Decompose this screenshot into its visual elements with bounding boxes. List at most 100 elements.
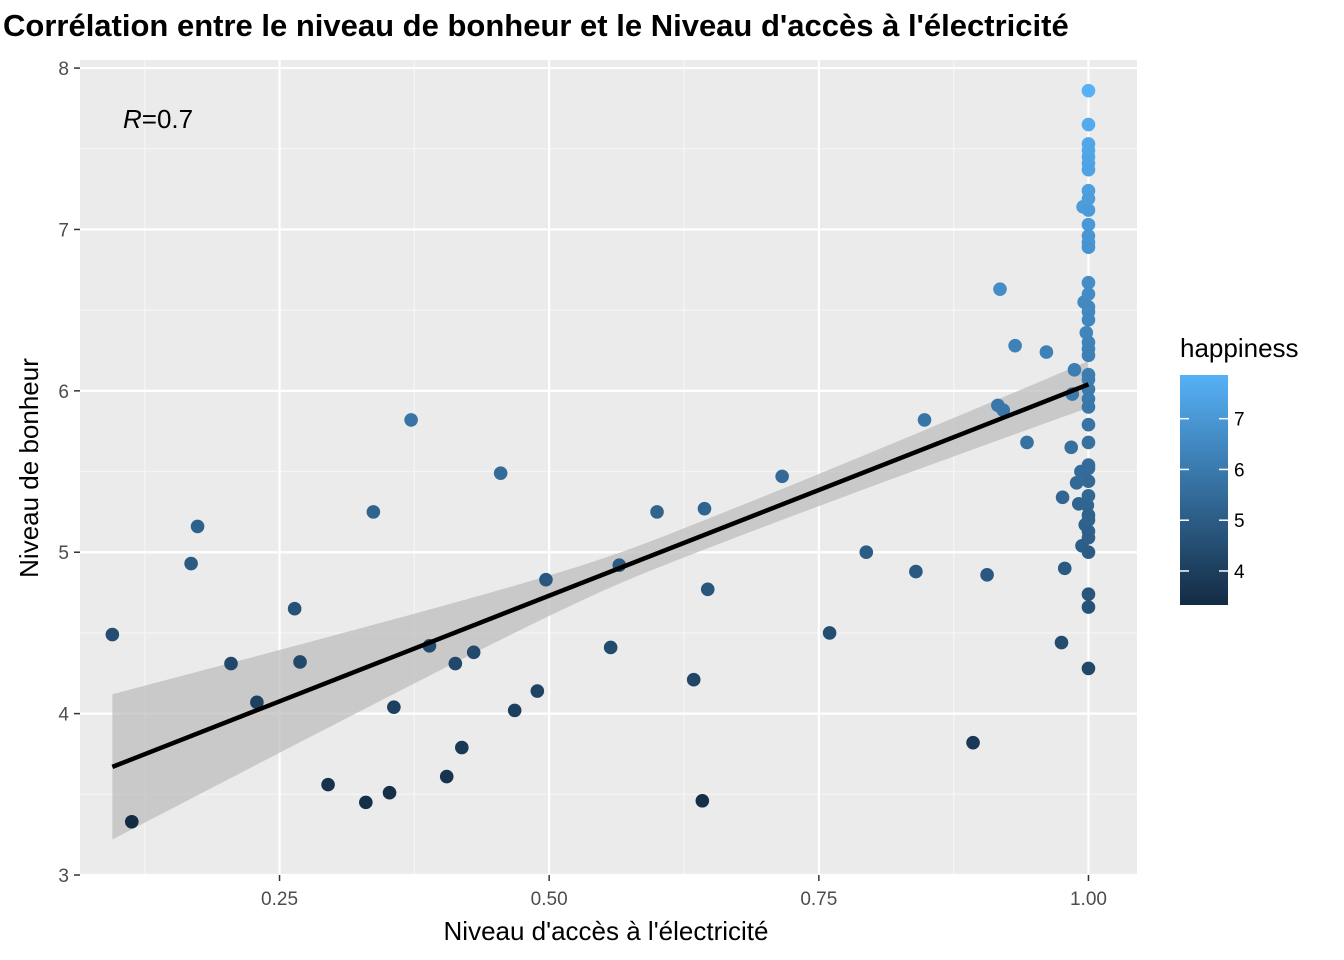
x-tick-label: 1.00 bbox=[1070, 889, 1107, 910]
data-point bbox=[1020, 435, 1034, 450]
data-point bbox=[1081, 600, 1096, 614]
data-points bbox=[105, 83, 1096, 829]
data-point bbox=[124, 814, 139, 829]
data-point bbox=[686, 672, 701, 687]
y-tick-label: 8 bbox=[58, 59, 69, 80]
data-point bbox=[439, 769, 454, 784]
data-point bbox=[697, 501, 712, 516]
data-point bbox=[530, 684, 545, 698]
data-point bbox=[980, 568, 994, 582]
data-point bbox=[650, 505, 664, 519]
data-point bbox=[775, 469, 789, 484]
r-label: R bbox=[123, 104, 142, 134]
regression-line bbox=[111, 382, 1090, 769]
data-point bbox=[293, 655, 307, 669]
legend-ticks: 4 5 6 7 bbox=[1180, 410, 1245, 583]
data-point bbox=[1081, 400, 1096, 414]
data-point bbox=[1057, 561, 1072, 576]
legend-tick-label: 5 bbox=[1234, 511, 1245, 532]
data-point bbox=[1064, 440, 1079, 455]
data-point bbox=[1081, 530, 1096, 545]
data-point bbox=[1081, 461, 1096, 476]
data-point bbox=[1081, 162, 1096, 177]
data-point bbox=[1081, 587, 1096, 601]
data-point bbox=[1081, 217, 1096, 232]
data-point bbox=[1054, 635, 1069, 650]
x-tick-label: 0.50 bbox=[531, 889, 568, 910]
data-point bbox=[1067, 363, 1082, 377]
data-point bbox=[695, 793, 710, 808]
legend-tick-label: 7 bbox=[1234, 410, 1245, 431]
data-point bbox=[387, 700, 401, 714]
data-point bbox=[250, 695, 264, 710]
y-axis-ticks: 3 4 5 6 7 8 bbox=[58, 59, 80, 887]
data-point bbox=[1081, 488, 1096, 503]
data-point bbox=[466, 645, 481, 660]
data-point bbox=[1081, 474, 1096, 489]
x-axis-ticks: 0.25 0.50 0.75 1.00 bbox=[261, 875, 1107, 910]
y-tick-label: 7 bbox=[58, 220, 69, 241]
legend-tick-label: 4 bbox=[1234, 562, 1245, 583]
data-point bbox=[404, 413, 418, 427]
data-point bbox=[822, 626, 837, 640]
legend-colorbar bbox=[1180, 375, 1228, 605]
data-point bbox=[1081, 417, 1096, 432]
data-point bbox=[1081, 83, 1096, 98]
y-tick-label: 3 bbox=[58, 866, 69, 887]
y-axis-label: Niveau de bonheur bbox=[14, 358, 44, 578]
data-point bbox=[966, 735, 980, 750]
y-tick-label: 5 bbox=[58, 543, 69, 564]
data-point bbox=[993, 282, 1007, 296]
data-point bbox=[996, 403, 1011, 418]
data-point bbox=[1081, 117, 1096, 132]
data-point bbox=[700, 582, 715, 597]
data-point bbox=[1069, 476, 1084, 490]
data-point bbox=[1081, 287, 1096, 301]
data-point bbox=[366, 505, 381, 519]
data-point bbox=[455, 740, 469, 755]
data-point bbox=[603, 640, 618, 655]
chart-title: Corrélation entre le niveau de bonheur e… bbox=[3, 8, 1069, 43]
data-point bbox=[359, 795, 373, 810]
data-point bbox=[190, 519, 205, 534]
grid-minor bbox=[80, 60, 1137, 875]
data-point bbox=[1008, 338, 1022, 353]
data-point bbox=[507, 703, 522, 718]
data-point bbox=[1081, 313, 1096, 327]
x-axis-label: Niveau d'accès à l'électricité bbox=[444, 916, 769, 946]
r-value: 0.7 bbox=[157, 104, 193, 134]
legend-tick-label: 6 bbox=[1234, 460, 1245, 481]
data-point bbox=[1081, 240, 1096, 255]
data-point bbox=[105, 627, 120, 642]
data-point bbox=[539, 572, 553, 587]
data-point bbox=[1081, 191, 1096, 206]
r-eq: = bbox=[142, 104, 157, 134]
data-point bbox=[1081, 435, 1096, 450]
data-point bbox=[1055, 490, 1070, 505]
data-point bbox=[448, 656, 463, 671]
data-point bbox=[287, 601, 302, 616]
data-point bbox=[493, 466, 508, 480]
data-point bbox=[917, 413, 932, 427]
data-point bbox=[1081, 203, 1096, 217]
data-point bbox=[1081, 348, 1096, 363]
data-point bbox=[321, 777, 335, 792]
r-annotation: R=0.7 bbox=[123, 104, 193, 134]
data-point bbox=[1081, 545, 1096, 560]
y-tick-label: 4 bbox=[58, 705, 69, 726]
legend-title: happiness bbox=[1180, 333, 1299, 363]
data-point bbox=[1039, 345, 1054, 359]
regression-line-path bbox=[111, 382, 1090, 769]
x-tick-label: 0.25 bbox=[261, 889, 298, 910]
data-point bbox=[382, 785, 397, 800]
data-point bbox=[909, 564, 923, 579]
data-point bbox=[1081, 275, 1096, 290]
x-tick-label: 0.75 bbox=[800, 889, 837, 910]
data-point bbox=[1081, 661, 1096, 676]
data-point bbox=[1081, 513, 1096, 527]
y-tick-label: 6 bbox=[58, 382, 69, 403]
data-point bbox=[184, 556, 198, 571]
data-point bbox=[1081, 372, 1096, 387]
data-point bbox=[859, 545, 874, 560]
